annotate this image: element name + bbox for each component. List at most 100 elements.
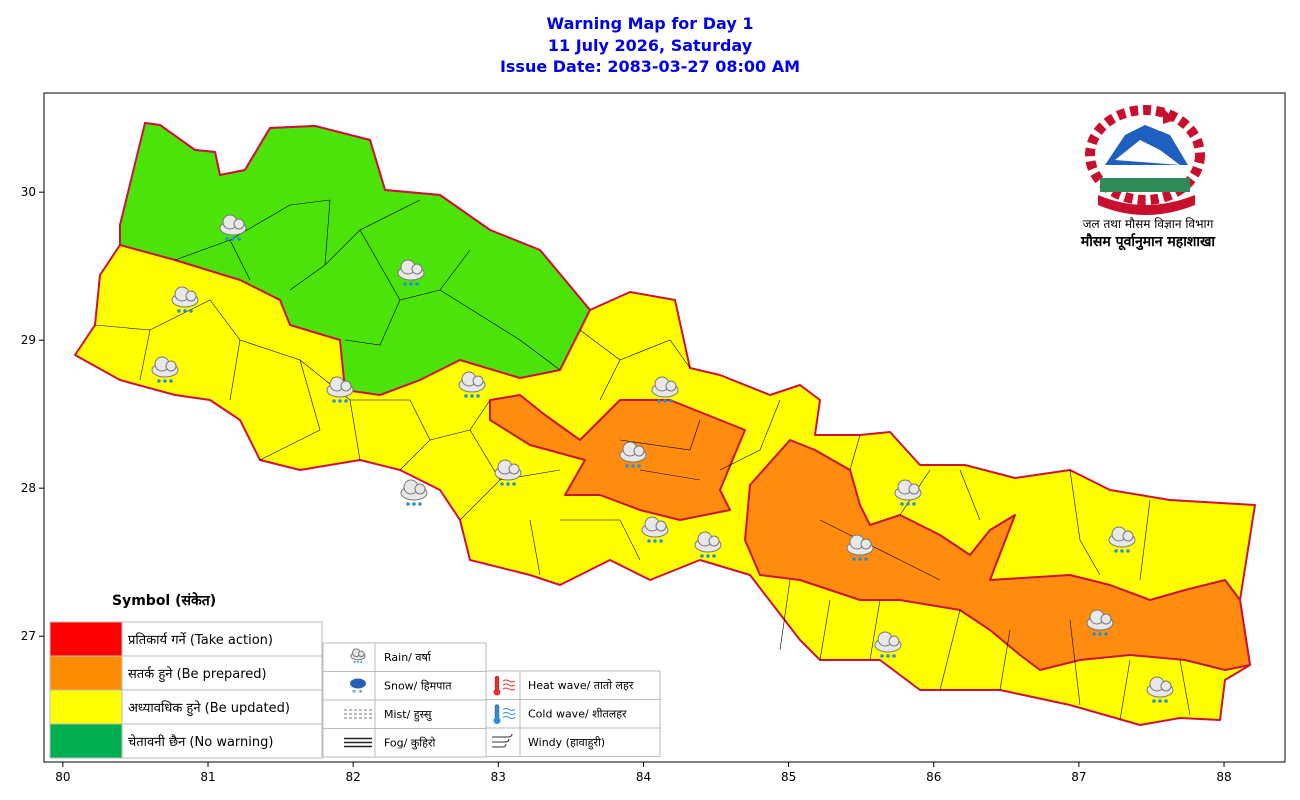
rain-drop [464,394,468,398]
rain-drop [332,399,336,403]
symbol-cell [519,670,661,700]
rain-drop [700,554,704,558]
rain-drop [1114,549,1118,553]
y-tick-label: 30 [21,185,36,199]
rain-drop [412,502,416,506]
cloud [665,380,677,392]
cloud [655,520,667,532]
weather-icon [151,356,179,383]
symbol-cell [519,699,661,729]
cloud [340,380,352,392]
snow-flake: * * [352,689,363,698]
symbol-cell [374,728,487,758]
symbol-icon-cell [322,642,376,672]
weather-icon [894,479,922,506]
symbol-label: Snow/ हिमपात [384,680,452,693]
snow-cloud [350,678,366,689]
wave [502,708,516,711]
cloud [358,650,365,658]
rain-drop [669,399,673,403]
y-tick-label: 27 [21,629,36,643]
rain-drop [344,399,348,403]
cloud [185,290,197,302]
x-tick-label: 86 [926,770,941,784]
symbol-label: Rain/ वर्षा [384,651,432,664]
rain-drop [653,539,657,543]
rain-drop [1104,632,1108,636]
weather-icon [400,479,428,506]
wind [492,738,510,743]
issue-date: Issue Date: 2083-03-27 08:00 AM [500,57,800,76]
level-label: सतर्क हुने (Be prepared) [128,666,267,683]
rain-drop [906,502,910,506]
title: Warning Map for Day 1 [547,14,754,33]
rain-drop [625,464,629,468]
level-swatch [49,723,123,759]
weather-icon [458,371,486,398]
level-cell [121,689,323,725]
x-tick-label: 82 [346,770,361,784]
rain-drop [706,554,710,558]
cloud [508,463,520,475]
rain-drop [852,557,856,561]
symbol-label: Windy (हावाहुरी) [528,736,605,750]
legend: प्रतिकार्य गर्ने (Take action) सतर्क हुने… [49,621,661,759]
weather-icon [1146,676,1174,703]
rain-drop [500,482,504,486]
rain-drop [1092,632,1096,636]
x-tick-label: 83 [491,770,506,784]
rain-drop [338,399,342,403]
weather-icon [619,441,647,468]
rain-drop [659,539,663,543]
y-tick-label: 28 [21,481,36,495]
wave [502,712,516,715]
rain-drop [169,379,173,383]
axes: 80 81 82 83 84 85 86 87 88 27 28 29 30 [21,185,1232,784]
symbol-label: Mist/ हुस्सु [384,708,432,722]
rain-drop [864,557,868,561]
cloud [1100,613,1112,625]
rain-drop [237,237,241,241]
rain-drop [415,282,419,286]
weather-icons [151,214,1174,703]
cloud [888,635,900,647]
rain-drop [409,282,413,286]
level-swatch [49,689,123,725]
cloud [1122,530,1134,542]
weather-icon [1086,609,1114,636]
weather-icon [694,531,722,558]
rain-drop [189,309,193,313]
cloud [414,483,426,495]
thermometer-bulb [493,688,501,696]
rain-drop [360,661,363,664]
cloud [1160,680,1172,692]
cloud [233,218,245,230]
wind [492,733,513,738]
rain-drop [157,379,161,383]
level-cell [121,655,323,691]
weather-icon [326,376,354,403]
rain-drop [353,661,356,664]
symbol-cell [374,699,487,729]
symbol-icon [493,675,516,696]
rain-drop [357,661,359,664]
rain-drop [512,482,516,486]
rain-drop [403,282,407,286]
cloud [908,483,920,495]
level-swatch [49,621,123,657]
rain-drop [163,379,167,383]
rain-drop [631,464,635,468]
weather-icon [397,259,425,286]
emblem [1085,105,1205,215]
thermometer-bulb [493,717,501,724]
country [74,122,1256,726]
rain-drop [1120,549,1124,553]
legend-title: Symbol (संकेत) [112,592,216,609]
y-tick-label: 29 [21,333,36,347]
weather-icon [641,516,669,543]
division: मौसम पूर्वानुमान महाशाखा [1080,233,1217,251]
cloud [860,538,872,550]
weather-icon [171,286,199,313]
weather-icon [846,534,874,561]
